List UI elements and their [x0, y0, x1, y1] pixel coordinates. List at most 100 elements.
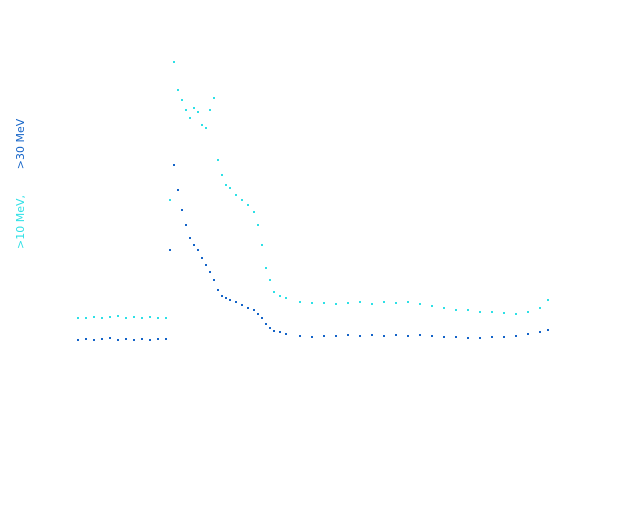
data-point: [503, 312, 505, 314]
data-point: [515, 313, 517, 315]
data-point: [205, 264, 207, 266]
legend: >10 MeV, >30 MeV: [14, 118, 27, 249]
data-point: [177, 89, 179, 91]
data-point: [265, 323, 267, 325]
data-point: [117, 339, 119, 341]
data-point: [141, 338, 143, 340]
data-point: [431, 335, 433, 337]
data-point: [323, 335, 325, 337]
data-point: [395, 334, 397, 336]
data-point: [221, 174, 223, 176]
data-point: [419, 303, 421, 305]
data-point: [173, 61, 175, 63]
data-point: [253, 309, 255, 311]
data-point: [443, 336, 445, 338]
data-point: [165, 338, 167, 340]
data-point: [185, 109, 187, 111]
data-point: [77, 339, 79, 341]
data-point: [209, 109, 211, 111]
data-point: [101, 317, 103, 319]
data-point: [431, 305, 433, 307]
data-point: [169, 249, 171, 251]
data-point: [273, 330, 275, 332]
data-point: [193, 244, 195, 246]
data-point: [503, 336, 505, 338]
data-point: [197, 111, 199, 113]
data-point: [125, 317, 127, 319]
data-point: [285, 333, 287, 335]
data-point: [149, 339, 151, 341]
data-point: [455, 309, 457, 311]
data-point: [547, 329, 549, 331]
data-point: [235, 301, 237, 303]
data-point: [261, 244, 263, 246]
data-point: [133, 339, 135, 341]
data-point: [539, 307, 541, 309]
data-point: [491, 311, 493, 313]
data-point: [241, 199, 243, 201]
data-point: [323, 302, 325, 304]
data-point: [491, 336, 493, 338]
data-point: [185, 224, 187, 226]
data-point: [335, 335, 337, 337]
data-point: [527, 333, 529, 335]
legend-label: >10 MeV,: [14, 195, 27, 249]
data-point: [193, 107, 195, 109]
data-point: [225, 297, 227, 299]
data-point: [269, 279, 271, 281]
data-point: [241, 304, 243, 306]
data-point: [479, 311, 481, 313]
data-point: [225, 184, 227, 186]
data-point: [299, 301, 301, 303]
data-point: [181, 209, 183, 211]
data-point: [157, 338, 159, 340]
data-point: [201, 257, 203, 259]
data-point: [311, 336, 313, 338]
data-point: [229, 299, 231, 301]
data-point: [201, 124, 203, 126]
data-point: [197, 249, 199, 251]
data-point: [169, 199, 171, 201]
data-point: [109, 316, 111, 318]
data-point: [221, 295, 223, 297]
data-point: [279, 331, 281, 333]
data-point: [359, 335, 361, 337]
data-point: [133, 316, 135, 318]
data-point: [213, 97, 215, 99]
data-point: [347, 302, 349, 304]
data-point: [407, 335, 409, 337]
data-point: [85, 338, 87, 340]
data-point: [527, 311, 529, 313]
data-point: [125, 338, 127, 340]
data-point: [77, 317, 79, 319]
data-point: [229, 187, 231, 189]
data-point: [467, 309, 469, 311]
data-point: [347, 334, 349, 336]
data-point: [335, 303, 337, 305]
data-point: [279, 295, 281, 297]
data-point: [101, 338, 103, 340]
data-point: [285, 297, 287, 299]
data-point: [149, 316, 151, 318]
data-point: [455, 336, 457, 338]
data-point: [359, 301, 361, 303]
data-point: [165, 317, 167, 319]
data-point: [395, 302, 397, 304]
data-point: [479, 337, 481, 339]
data-point: [467, 337, 469, 339]
data-point: [273, 291, 275, 293]
data-point: [217, 159, 219, 161]
data-point: [189, 237, 191, 239]
data-point: [261, 317, 263, 319]
data-point: [539, 331, 541, 333]
data-point: [157, 317, 159, 319]
data-point: [257, 224, 259, 226]
data-point: [93, 339, 95, 341]
data-point: [407, 301, 409, 303]
data-point: [117, 315, 119, 317]
data-point: [85, 317, 87, 319]
data-point: [177, 189, 179, 191]
data-point: [217, 289, 219, 291]
